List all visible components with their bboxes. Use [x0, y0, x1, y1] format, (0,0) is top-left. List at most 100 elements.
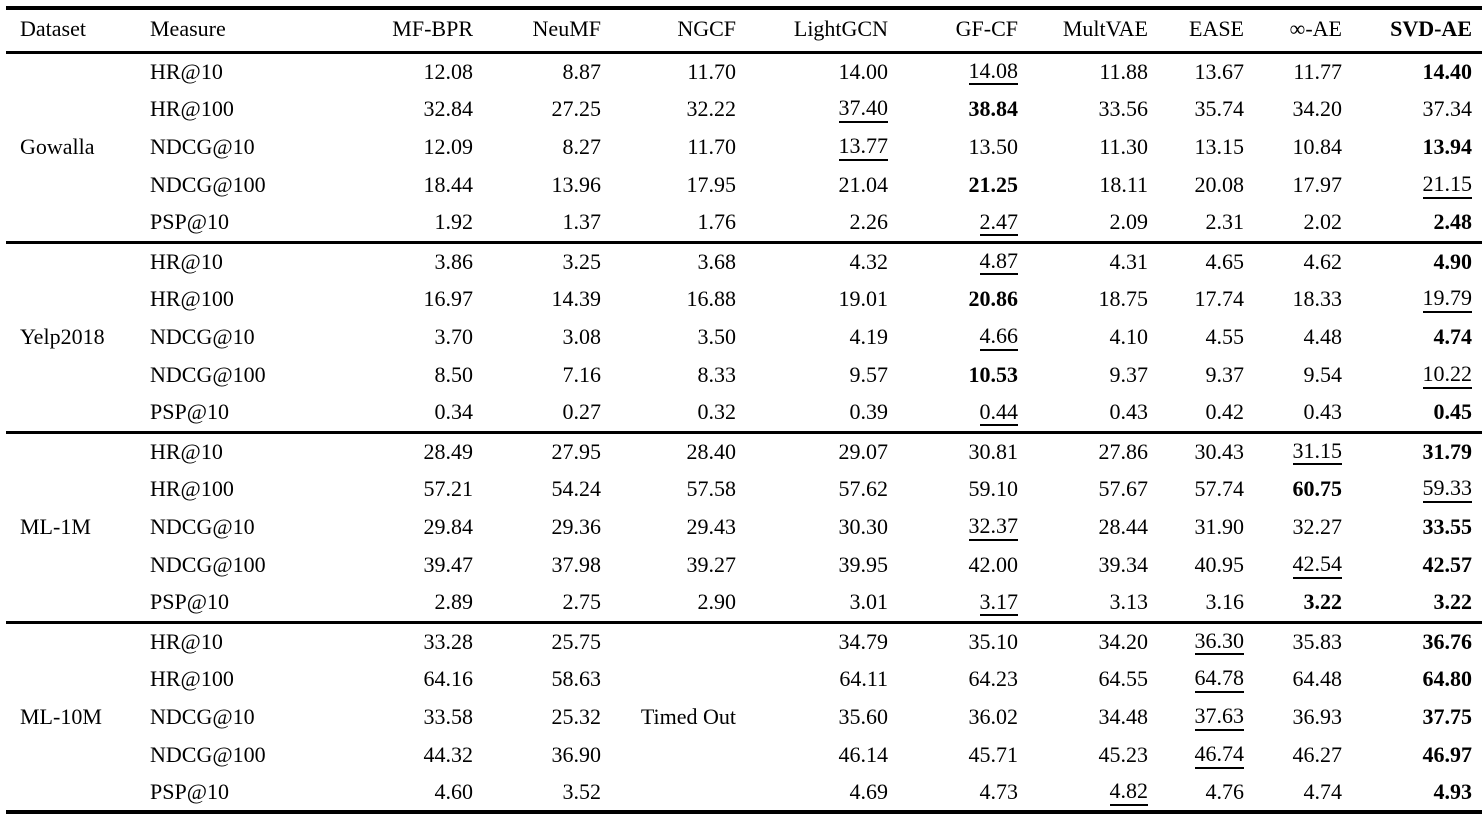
metric-value: 1.76	[697, 209, 737, 235]
metric-value: 46.27	[1292, 742, 1343, 767]
value-cell: 3.22	[1248, 584, 1346, 622]
value-cell: 20.86	[892, 280, 1022, 318]
table-row-ml-10m-psp-10: PSP@10 4.60 3.52 4.69 4.73 4.82 4.76 4.74 4.93	[6, 774, 1482, 812]
value-cell: 2.31	[1152, 204, 1248, 242]
metric-value: 4.66	[979, 324, 1018, 351]
metric-value: 13.96	[551, 172, 602, 197]
metric-value: 10.22	[1422, 362, 1472, 389]
metric-value: 59.33	[1422, 476, 1472, 503]
value-cell: 3.22	[1346, 584, 1482, 622]
metric-value: 64.55	[1098, 666, 1149, 691]
metric-value: 33.28	[423, 628, 474, 654]
metric-value: 4.74	[1433, 324, 1473, 349]
table-row-ml-10m-hr-100: HR@100 64.16 58.63 64.11 64.23 64.55 64.78 64.4…	[6, 660, 1482, 698]
metric-value: 36.90	[551, 742, 602, 767]
dataset-block-gowalla: Gowalla HR@10 12.08 8.87 11.70 14.00 14.08 11.8…	[6, 52, 1482, 242]
column-header-mf-bpr: MF-BPR	[332, 8, 477, 54]
metric-value: 32.37	[968, 514, 1018, 541]
metric-value: 3.52	[562, 779, 602, 804]
value-cell: 42.57	[1346, 546, 1482, 584]
value-cell: 36.30	[1152, 622, 1248, 660]
value-cell: 0.39	[740, 394, 892, 432]
metric-value: 4.48	[1303, 324, 1343, 349]
metric-value: 27.25	[551, 96, 602, 121]
value-cell: 57.62	[740, 470, 892, 508]
value-cell: 11.70	[605, 52, 740, 90]
metric-value: 4.73	[979, 779, 1019, 804]
metric-value: 16.88	[686, 286, 737, 311]
value-cell: 0.43	[1022, 394, 1152, 432]
value-cell: 14.40	[1346, 52, 1482, 90]
value-cell	[605, 774, 740, 812]
metric-value: 13.67	[1194, 58, 1245, 84]
value-cell: 46.27	[1248, 736, 1346, 774]
metric-value: 57.58	[686, 476, 737, 501]
metric-value: 42.54	[1292, 552, 1342, 579]
metric-value: 64.78	[1194, 666, 1244, 693]
column-header-multvae: MultVAE	[1022, 8, 1152, 54]
value-cell: 45.71	[892, 736, 1022, 774]
header-row: Dataset Measure MF-BPR NeuMF NGCF LightGCN GF-…	[6, 8, 1482, 54]
value-cell: 4.74	[1248, 774, 1346, 812]
metric-value: 2.31	[1205, 209, 1245, 235]
value-cell: 1.92	[332, 204, 477, 242]
value-cell: 36.02	[892, 698, 1022, 736]
value-cell: 64.48	[1248, 660, 1346, 698]
value-cell: 59.33	[1346, 470, 1482, 508]
metric-value: 37.40	[838, 96, 888, 123]
metric-value: 46.14	[838, 742, 889, 767]
value-cell: 39.95	[740, 546, 892, 584]
metric-value: 39.95	[838, 552, 889, 577]
metric-value: 39.47	[423, 552, 474, 577]
value-cell: 32.27	[1248, 508, 1346, 546]
results-table: Dataset Measure MF-BPR NeuMF NGCF LightGCN GF-…	[6, 6, 1482, 814]
value-cell: 3.25	[477, 242, 605, 280]
table-row-ml-10m-ndcg-10: NDCG@10 33.58 25.32 Timed Out 35.60 36.02 34.4…	[6, 698, 1482, 736]
metric-value: 64.16	[423, 666, 474, 691]
metric-value: 29.36	[551, 514, 602, 539]
value-cell: 37.63	[1152, 698, 1248, 736]
value-cell: 14.08	[892, 52, 1022, 90]
metric-value: 57.21	[423, 476, 474, 501]
value-cell: 34.48	[1022, 698, 1152, 736]
column-header-svd-ae: SVD-AE	[1346, 8, 1482, 54]
value-cell: 13.96	[477, 166, 605, 204]
value-cell: 2.90	[605, 584, 740, 622]
metric-value: 3.16	[1205, 589, 1245, 615]
value-cell: 4.87	[892, 242, 1022, 280]
value-cell: 2.89	[332, 584, 477, 622]
metric-value: 34.20	[1098, 628, 1149, 654]
metric-value: 39.27	[686, 552, 737, 577]
value-cell: 31.15	[1248, 432, 1346, 470]
table-row-yelp2018-psp-10: PSP@10 0.34 0.27 0.32 0.39 0.44 0.43 0.42 0.43 0.…	[6, 394, 1482, 432]
value-cell: 11.30	[1022, 128, 1152, 166]
value-cell: 37.98	[477, 546, 605, 584]
metric-value: 2.48	[1433, 209, 1473, 235]
metric-value: 35.83	[1292, 628, 1343, 654]
metric-value: 19.79	[1422, 286, 1472, 313]
metric-value: 3.22	[1303, 589, 1343, 615]
value-cell: 28.40	[605, 432, 740, 470]
value-cell: 11.77	[1248, 52, 1346, 90]
metric-value: 17.95	[686, 172, 737, 197]
value-cell: 34.79	[740, 622, 892, 660]
metric-value: 3.68	[697, 248, 737, 274]
metric-value: 14.40	[1422, 58, 1473, 84]
table-row-yelp2018-hr-100: HR@100 16.97 14.39 16.88 19.01 20.86 18.75 17.7…	[6, 280, 1482, 318]
metric-value: 42.00	[968, 552, 1019, 577]
value-cell: 57.21	[332, 470, 477, 508]
metric-value: 33.55	[1422, 514, 1473, 539]
metric-value: 2.26	[849, 209, 889, 235]
metric-value: 36.02	[968, 704, 1019, 729]
metric-value: 20.86	[968, 286, 1019, 311]
metric-value: 14.39	[551, 286, 602, 311]
metric-value: 14.08	[968, 59, 1018, 86]
value-cell: 13.50	[892, 128, 1022, 166]
metric-value: 2.89	[434, 589, 474, 615]
measure-label: NDCG@10	[150, 134, 255, 159]
measure-label: PSP@10	[150, 779, 229, 804]
metric-value: 37.98	[551, 552, 602, 577]
value-cell: 21.04	[740, 166, 892, 204]
value-cell: 7.16	[477, 356, 605, 394]
value-cell: 27.25	[477, 90, 605, 128]
